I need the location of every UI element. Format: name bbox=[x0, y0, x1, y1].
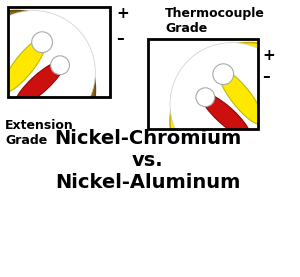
Ellipse shape bbox=[219, 70, 263, 124]
Circle shape bbox=[32, 32, 52, 53]
Circle shape bbox=[170, 43, 300, 201]
Text: Nickel-Aluminum: Nickel-Aluminum bbox=[55, 173, 241, 193]
Bar bbox=[148, 39, 258, 129]
Text: –: – bbox=[262, 70, 270, 84]
Circle shape bbox=[51, 56, 70, 75]
Circle shape bbox=[0, 11, 95, 134]
Circle shape bbox=[0, 11, 95, 169]
Bar bbox=[8, 7, 110, 97]
Ellipse shape bbox=[15, 61, 64, 106]
Text: +: + bbox=[116, 6, 129, 20]
Bar bbox=[8, 7, 110, 97]
Text: –: – bbox=[116, 32, 124, 47]
Ellipse shape bbox=[2, 37, 46, 93]
Bar bbox=[148, 39, 258, 129]
Circle shape bbox=[170, 43, 294, 166]
Text: +: + bbox=[262, 47, 275, 63]
Text: Extension
Grade: Extension Grade bbox=[5, 119, 74, 147]
Circle shape bbox=[213, 64, 234, 84]
Text: vs.: vs. bbox=[132, 152, 164, 171]
Text: Thermocouple
Grade: Thermocouple Grade bbox=[165, 7, 265, 35]
Bar bbox=[148, 39, 258, 129]
Ellipse shape bbox=[201, 93, 250, 138]
Bar bbox=[8, 7, 110, 97]
Text: Nickel-Chromium: Nickel-Chromium bbox=[54, 130, 242, 148]
Circle shape bbox=[196, 88, 215, 107]
